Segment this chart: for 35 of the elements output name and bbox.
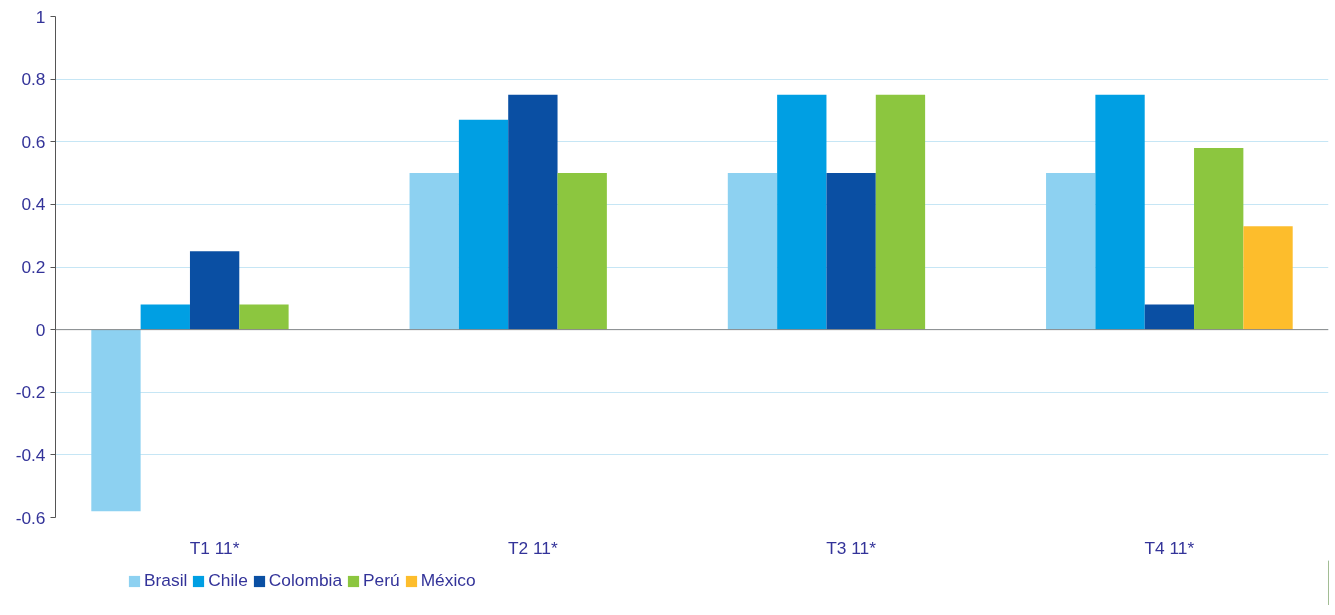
bar [826,173,876,330]
bar [409,173,459,330]
x-tick-label: T4 11* [1144,537,1195,558]
bar [458,119,509,330]
y-tick-label: 0.8 [21,69,46,90]
bar [727,173,778,330]
bar [557,173,607,330]
x-tick-label: T2 11* [507,537,559,558]
legend-label: Perú [363,570,400,591]
x-tick-label: T1 11* [189,537,240,558]
bar [1095,94,1145,330]
legend-label: Chile [208,570,248,591]
bar [91,329,141,512]
bar [508,94,558,330]
x-tick-label: T3 11* [826,537,877,558]
legend-label: México [420,570,476,591]
bar [239,304,289,330]
y-tick-label: 0.6 [21,131,46,152]
bar [189,251,240,330]
bar [777,94,827,330]
bar [1046,173,1096,330]
y-tick-label: -0.6 [15,507,46,528]
bar [140,304,190,330]
y-tick-label: 0.2 [21,257,46,277]
legend-label: Brasil [144,570,188,591]
y-tick-label: -0.2 [15,382,46,403]
legend-label: Colombia [268,570,343,591]
bar [1243,226,1293,330]
bar [1144,304,1195,330]
bar [875,94,926,330]
y-tick-label: 0.4 [21,194,46,215]
bar [1194,148,1244,330]
y-tick-label: 1 [35,6,46,27]
y-tick-label: -0.4 [15,444,46,465]
y-tick-label: 0 [35,319,46,340]
